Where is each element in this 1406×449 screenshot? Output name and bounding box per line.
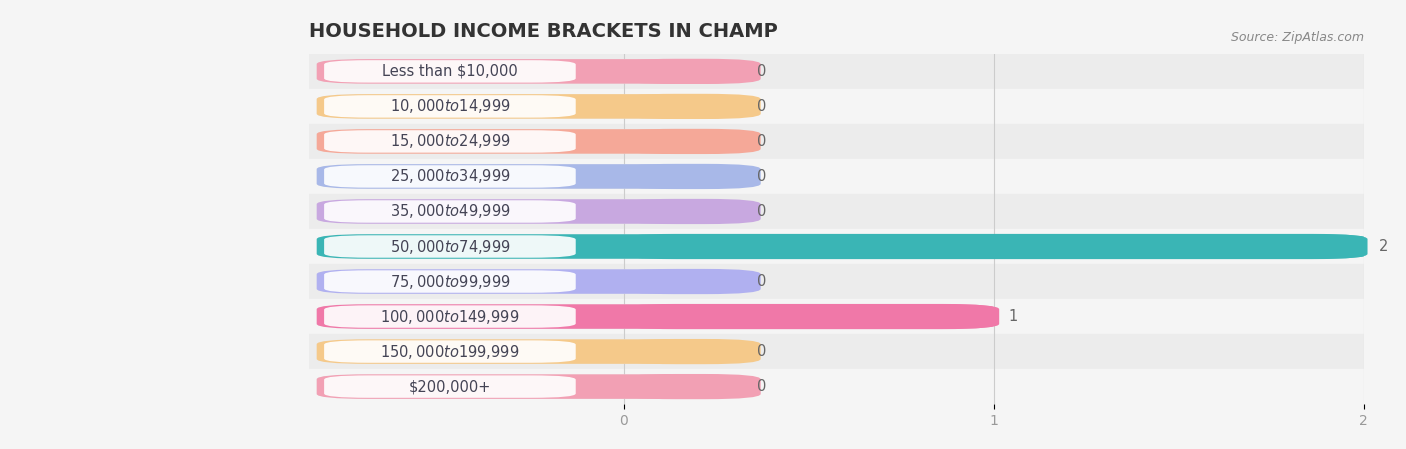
- FancyBboxPatch shape: [620, 129, 761, 154]
- Text: $10,000 to $14,999: $10,000 to $14,999: [389, 97, 510, 115]
- Text: $15,000 to $24,999: $15,000 to $24,999: [389, 132, 510, 150]
- FancyBboxPatch shape: [325, 375, 575, 398]
- FancyBboxPatch shape: [316, 129, 740, 154]
- FancyBboxPatch shape: [316, 339, 740, 364]
- FancyBboxPatch shape: [620, 234, 1368, 259]
- Text: HOUSEHOLD INCOME BRACKETS IN CHAMP: HOUSEHOLD INCOME BRACKETS IN CHAMP: [309, 22, 778, 41]
- Text: $50,000 to $74,999: $50,000 to $74,999: [389, 238, 510, 255]
- Text: $75,000 to $99,999: $75,000 to $99,999: [389, 273, 510, 291]
- FancyBboxPatch shape: [620, 59, 761, 84]
- Text: 0: 0: [756, 204, 766, 219]
- Text: $25,000 to $34,999: $25,000 to $34,999: [389, 167, 510, 185]
- Text: 1: 1: [1008, 309, 1018, 324]
- FancyBboxPatch shape: [620, 269, 761, 294]
- Bar: [309, 334, 1364, 369]
- FancyBboxPatch shape: [325, 270, 575, 293]
- FancyBboxPatch shape: [325, 235, 575, 258]
- FancyBboxPatch shape: [316, 234, 740, 259]
- FancyBboxPatch shape: [325, 305, 575, 328]
- Bar: [309, 264, 1364, 299]
- FancyBboxPatch shape: [325, 165, 575, 188]
- Text: $200,000+: $200,000+: [409, 379, 491, 394]
- Text: 0: 0: [756, 64, 766, 79]
- FancyBboxPatch shape: [325, 60, 575, 83]
- FancyBboxPatch shape: [316, 199, 740, 224]
- FancyBboxPatch shape: [316, 374, 740, 399]
- FancyBboxPatch shape: [316, 269, 740, 294]
- FancyBboxPatch shape: [620, 94, 761, 119]
- Text: Source: ZipAtlas.com: Source: ZipAtlas.com: [1230, 31, 1364, 44]
- Bar: [309, 54, 1364, 89]
- FancyBboxPatch shape: [316, 94, 740, 119]
- Text: 0: 0: [756, 169, 766, 184]
- Bar: [309, 369, 1364, 404]
- Text: 0: 0: [756, 274, 766, 289]
- FancyBboxPatch shape: [316, 234, 1369, 259]
- FancyBboxPatch shape: [620, 304, 997, 329]
- Text: 2: 2: [1379, 239, 1388, 254]
- Bar: [309, 124, 1364, 159]
- FancyBboxPatch shape: [316, 94, 740, 119]
- Text: 0: 0: [756, 134, 766, 149]
- Text: $35,000 to $49,999: $35,000 to $49,999: [389, 202, 510, 220]
- Text: Less than $10,000: Less than $10,000: [382, 64, 517, 79]
- FancyBboxPatch shape: [316, 304, 740, 329]
- Text: $100,000 to $149,999: $100,000 to $149,999: [380, 308, 520, 326]
- FancyBboxPatch shape: [316, 339, 740, 364]
- FancyBboxPatch shape: [325, 200, 575, 223]
- Bar: [309, 159, 1364, 194]
- FancyBboxPatch shape: [316, 164, 740, 189]
- FancyBboxPatch shape: [316, 374, 740, 399]
- Text: 0: 0: [756, 344, 766, 359]
- FancyBboxPatch shape: [620, 339, 761, 364]
- Text: 0: 0: [756, 99, 766, 114]
- FancyBboxPatch shape: [316, 59, 740, 84]
- FancyBboxPatch shape: [316, 269, 740, 294]
- FancyBboxPatch shape: [316, 199, 740, 224]
- FancyBboxPatch shape: [620, 164, 761, 189]
- FancyBboxPatch shape: [620, 199, 761, 224]
- FancyBboxPatch shape: [316, 59, 740, 84]
- FancyBboxPatch shape: [316, 304, 1000, 329]
- FancyBboxPatch shape: [325, 130, 575, 153]
- Text: 0: 0: [756, 379, 766, 394]
- Bar: [309, 229, 1364, 264]
- FancyBboxPatch shape: [316, 164, 740, 189]
- FancyBboxPatch shape: [620, 374, 761, 399]
- FancyBboxPatch shape: [316, 129, 740, 154]
- Bar: [309, 89, 1364, 124]
- Bar: [309, 194, 1364, 229]
- FancyBboxPatch shape: [325, 340, 575, 363]
- Text: $150,000 to $199,999: $150,000 to $199,999: [380, 343, 520, 361]
- FancyBboxPatch shape: [325, 95, 575, 118]
- Bar: [309, 299, 1364, 334]
